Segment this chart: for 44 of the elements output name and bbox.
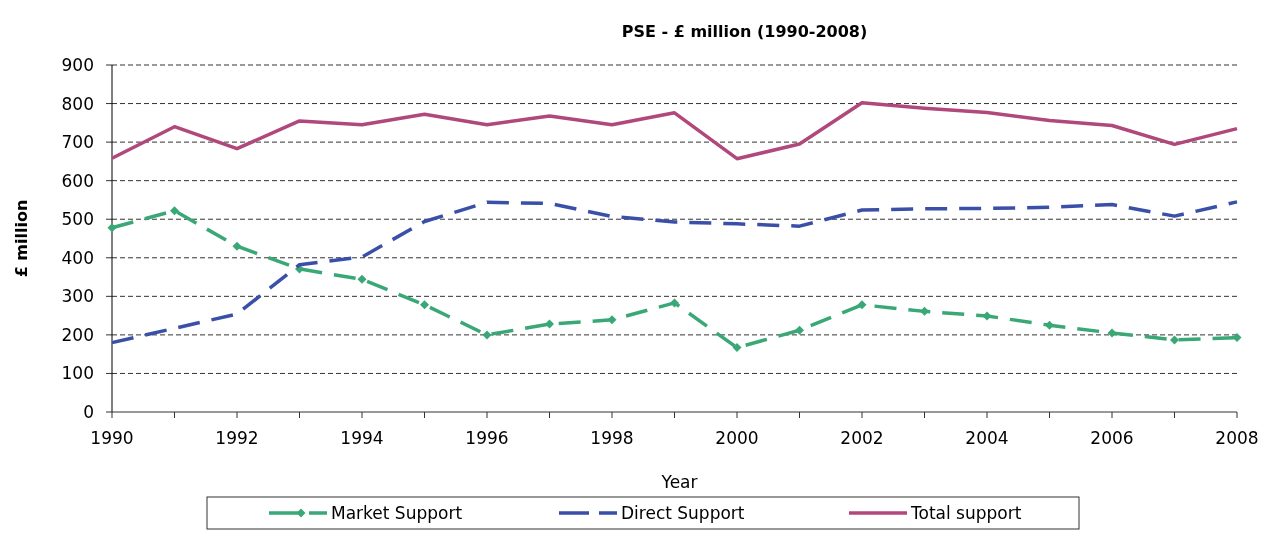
y-tick-label: 500: [61, 209, 94, 230]
point: [795, 325, 804, 335]
point: [1045, 320, 1054, 330]
legend-label: Total support: [910, 503, 1022, 523]
legend-label: Direct Support: [621, 503, 745, 523]
x-tick-label: 2006: [1090, 428, 1134, 448]
y-tick-label: 200: [61, 324, 94, 345]
point: [420, 300, 429, 310]
point: [1107, 328, 1117, 338]
point: [857, 300, 867, 310]
x-tick-label: 1998: [590, 428, 634, 448]
x-tick-label: 2008: [1215, 428, 1259, 448]
y-tick-label: 100: [61, 363, 94, 384]
x-tick-label: 1996: [465, 428, 509, 448]
point: [545, 319, 554, 329]
legend-label: Market Support: [331, 503, 463, 523]
y-tick-label: 800: [61, 93, 94, 114]
point: [357, 274, 367, 284]
x-tick-label: 2004: [965, 428, 1009, 448]
point: [920, 306, 929, 316]
point: [107, 223, 117, 233]
point: [607, 315, 617, 325]
point: [482, 330, 492, 340]
point: [170, 206, 179, 216]
y-tick-label: 300: [61, 286, 94, 307]
y-tick-label: 400: [61, 247, 94, 268]
y-tick-label: 700: [61, 132, 94, 153]
x-tick-label: 1994: [340, 428, 384, 448]
point: [232, 241, 242, 251]
point: [1170, 335, 1179, 345]
x-tick-label: 1992: [215, 428, 259, 448]
y-tick-label: 900: [61, 55, 94, 75]
line-series: [110, 101, 1239, 161]
chart-title: PSE - £ million (1990-2008): [621, 22, 868, 41]
point: [982, 311, 992, 321]
y-axis-title: £ million: [12, 199, 31, 278]
point: [732, 343, 742, 353]
x-axis-title: Year: [660, 472, 698, 492]
y-tick-label: 0: [83, 402, 94, 422]
y-tick-label: 600: [61, 170, 94, 191]
x-tick-label: 2002: [840, 428, 884, 448]
x-tick-label: 2000: [715, 428, 759, 448]
x-tick-label: 1990: [90, 428, 134, 448]
point: [670, 298, 679, 308]
